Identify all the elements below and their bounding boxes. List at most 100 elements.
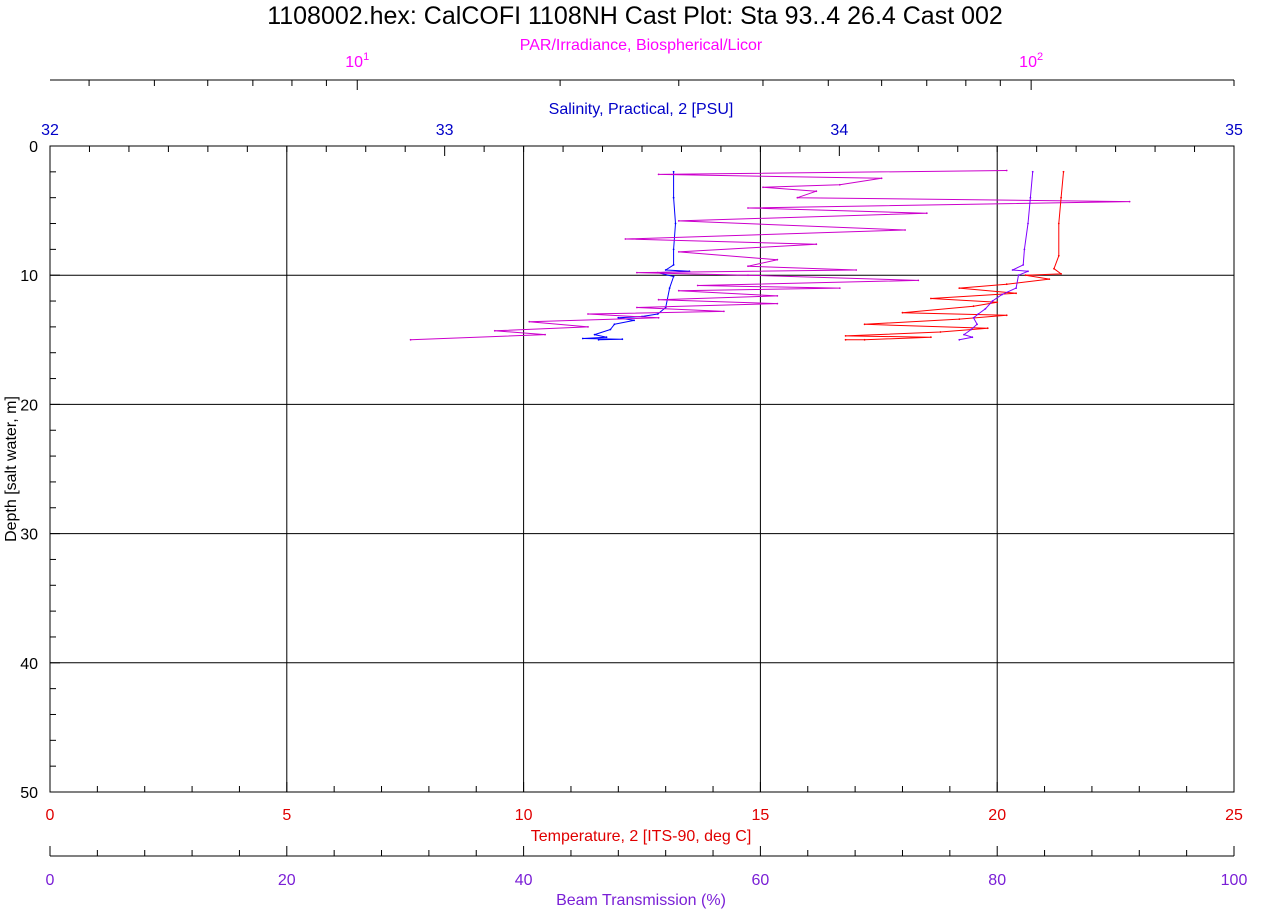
beam-axis-title: Beam Transmission (%) <box>556 892 726 909</box>
data-point-sal <box>613 323 616 326</box>
data-point-beam <box>971 336 974 339</box>
data-point-par <box>815 243 818 246</box>
data-point-par <box>762 186 764 189</box>
data-point-sal <box>597 338 600 341</box>
beam-tick-label: 20 <box>278 872 296 889</box>
data-point-temp <box>930 297 932 300</box>
data-point-beam <box>1011 269 1014 271</box>
data-point-par <box>815 190 818 193</box>
beam-tick-label: 0 <box>46 872 55 889</box>
data-point-temp <box>1057 222 1060 225</box>
data-point-sal <box>668 287 671 289</box>
data-point-par <box>493 329 496 332</box>
data-point-par <box>747 207 749 209</box>
sal-tick-label: 33 <box>436 122 454 139</box>
par-tick-label: 102 <box>1019 51 1043 71</box>
sal-tick-label: 32 <box>41 122 59 139</box>
data-point-beam <box>991 300 994 302</box>
data-point-par <box>528 320 531 323</box>
data-point-sal <box>672 264 675 266</box>
data-point-sal <box>581 337 584 340</box>
depth-tick-label: 10 <box>20 268 38 285</box>
data-point-par <box>657 173 660 176</box>
data-point-beam <box>972 316 975 319</box>
data-point-temp <box>1005 283 1008 286</box>
data-point-sal <box>656 313 659 315</box>
data-point-temp <box>1048 278 1051 280</box>
data-point-sal <box>672 170 675 173</box>
data-point-par <box>747 274 749 277</box>
series-line-sal <box>582 171 690 341</box>
data-point-sal <box>672 248 675 251</box>
data-point-temp <box>1060 196 1062 199</box>
data-point-beam <box>970 328 973 331</box>
depth-tick-label: 40 <box>20 656 38 673</box>
par-tick-label: 101 <box>345 51 369 71</box>
data-point-temp <box>958 318 961 320</box>
sal-axis-title: Salinity, Practical, 2 [PSU] <box>549 101 734 118</box>
par-axis-title: PAR/Irradiance, Biospherical/Licor <box>520 37 763 54</box>
data-point-sal <box>617 316 620 319</box>
data-point-temp <box>1005 314 1008 317</box>
data-point-sal <box>672 275 675 278</box>
data-point-par <box>855 269 858 271</box>
chart-title: 1108002.hex: CalCOFI 1108NH Cast Plot: S… <box>267 2 1003 30</box>
depth-tick-label: 30 <box>20 527 38 544</box>
beam-tick-label: 100 <box>1221 872 1248 889</box>
data-point-temp <box>1015 292 1017 295</box>
data-point-beam <box>1029 196 1032 199</box>
data-point-beam <box>1022 264 1025 266</box>
data-point-sal <box>609 328 612 331</box>
data-point-beam <box>1015 287 1017 289</box>
data-point-temp <box>1057 254 1060 257</box>
data-point-sal <box>633 319 635 322</box>
data-point-par <box>657 316 660 319</box>
grid <box>49 145 1235 793</box>
data-point-temp <box>1024 274 1027 277</box>
data-point-temp <box>996 301 999 304</box>
data-point-beam <box>1027 270 1029 273</box>
data-point-temp <box>1062 170 1065 173</box>
data-point-par <box>696 284 699 287</box>
par-tick-base: 10 <box>345 54 363 71</box>
sal-tick-label: 34 <box>830 122 848 139</box>
data-point-beam <box>1001 293 1003 296</box>
data-point-par <box>677 289 680 292</box>
data-point-par <box>796 196 799 199</box>
data-point-par <box>636 271 638 274</box>
data-point-temp <box>1060 273 1062 275</box>
data-point-beam <box>1023 248 1026 251</box>
depth-axis-label: Depth [salt water, m] <box>3 396 20 542</box>
temp-tick-label: 20 <box>988 807 1006 824</box>
sal-tick-label: 35 <box>1225 122 1243 139</box>
data-point-par <box>776 258 779 261</box>
plot-frame <box>49 145 1235 793</box>
data-point-sal <box>674 222 677 225</box>
data-point-beam <box>976 323 978 326</box>
data-point-par <box>677 251 680 253</box>
data-point-beam <box>958 338 961 341</box>
depth-tick-label: 20 <box>20 397 38 414</box>
data-point-temp <box>930 336 932 339</box>
data-point-beam <box>963 333 965 336</box>
temp-tick-label: 0 <box>46 807 55 824</box>
data-point-par <box>838 183 841 186</box>
beam-tick-label: 80 <box>988 872 1006 889</box>
data-point-temp <box>901 311 904 314</box>
data-point-par <box>776 295 779 297</box>
par-tick-base: 10 <box>1019 54 1037 71</box>
data-point-par <box>636 306 638 309</box>
data-point-temp <box>844 338 847 341</box>
data-point-par <box>723 310 725 313</box>
series-line-par <box>410 170 1131 341</box>
data-point-temp <box>863 323 866 326</box>
data-point-par <box>776 302 779 305</box>
data-point-par <box>1128 200 1131 203</box>
data-point-temp <box>863 338 866 341</box>
beam-tick-label: 40 <box>515 872 533 889</box>
data-point-sal <box>593 333 596 336</box>
data-point-par <box>544 333 546 336</box>
data-point-beam <box>977 313 980 315</box>
